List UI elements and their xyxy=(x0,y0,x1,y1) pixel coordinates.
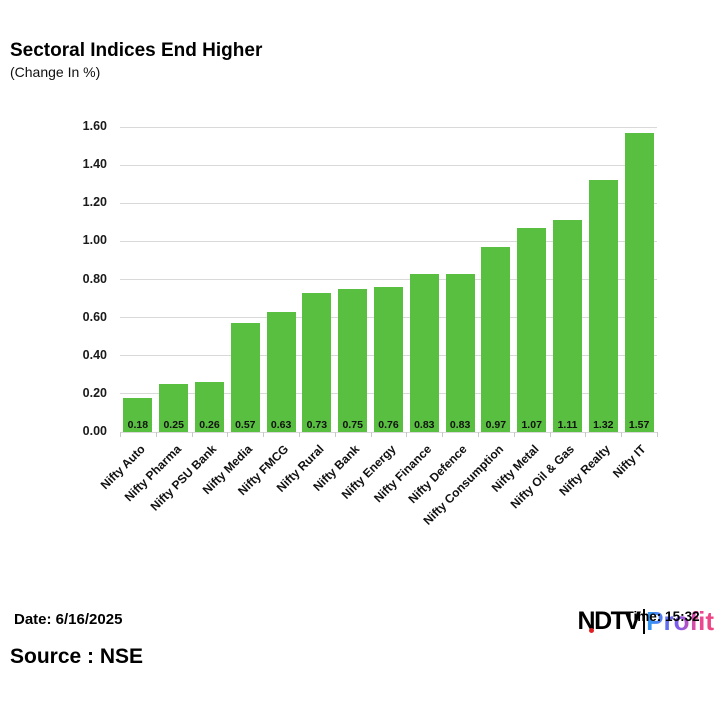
ndtv-logo-text: NDTV xyxy=(577,606,642,635)
x-axis-label: Nifty IT xyxy=(610,442,650,481)
y-axis-label: 0.80 xyxy=(82,271,107,286)
ndtv-red-dot-icon xyxy=(588,628,594,633)
x-tick xyxy=(155,432,157,437)
bar: 0.73 xyxy=(302,292,332,432)
source-label: Source : NSE xyxy=(10,645,144,668)
bar-value-label: 0.57 xyxy=(235,419,256,431)
bar-value-label: 0.26 xyxy=(199,419,220,431)
x-tick xyxy=(120,432,121,437)
x-tick xyxy=(370,432,372,437)
y-axis-label: 1.20 xyxy=(82,195,107,210)
gridline xyxy=(120,202,657,204)
gridline xyxy=(120,431,657,433)
bar: 0.83 xyxy=(409,273,439,432)
ndtv-profit-logo: NDTV Profit Time: 15:32 xyxy=(578,604,714,638)
bar: 1.11 xyxy=(553,220,582,432)
bar-value-label: 0.18 xyxy=(127,419,149,431)
bar-value-label: 0.75 xyxy=(342,419,363,431)
bar-value-label: 0.83 xyxy=(449,419,471,431)
x-tick xyxy=(549,432,551,437)
y-axis-label: 1.00 xyxy=(82,233,107,248)
y-axis-label: 1.40 xyxy=(82,157,107,172)
gridline xyxy=(120,279,657,280)
x-tick xyxy=(585,432,587,437)
gridline xyxy=(120,164,657,166)
bar-value-label: 0.63 xyxy=(270,419,292,431)
page-subtitle: (Change In %) xyxy=(10,64,101,80)
y-axis-label: 1.60 xyxy=(82,119,107,133)
date-label: Date: 6/16/2025 xyxy=(14,611,123,628)
x-tick xyxy=(621,432,623,437)
page-title: Sectoral Indices End Higher xyxy=(10,40,263,61)
x-tick xyxy=(478,432,479,437)
bar-value-label: 1.57 xyxy=(628,419,650,431)
x-tick xyxy=(263,432,265,437)
bar: 0.83 xyxy=(445,273,475,432)
bar: 0.75 xyxy=(338,289,368,432)
bar: 0.25 xyxy=(159,384,189,432)
bar-value-label: 1.07 xyxy=(521,419,542,431)
bar: 0.97 xyxy=(481,247,511,432)
y-axis-label: 0.20 xyxy=(82,385,107,400)
bar-value-label: 1.32 xyxy=(593,419,614,431)
x-tick xyxy=(513,432,515,437)
y-axis-label: 0.40 xyxy=(82,347,107,362)
x-tick xyxy=(299,432,300,437)
profit-logo-text: Profit xyxy=(646,605,714,636)
bar: 0.57 xyxy=(230,323,260,432)
logo-separator-bar xyxy=(642,608,646,634)
bar-value-label: 1.11 xyxy=(557,419,578,431)
bar-value-label: 0.73 xyxy=(306,419,328,431)
x-tick xyxy=(334,432,336,437)
gridline xyxy=(120,126,657,128)
x-tick xyxy=(442,432,444,437)
bar: 0.63 xyxy=(266,311,296,432)
y-axis-label: 0.00 xyxy=(82,424,107,438)
timestamp-overlay: Time: 15:32 xyxy=(625,609,700,624)
x-tick xyxy=(227,432,229,437)
x-tick xyxy=(406,432,408,437)
bar: 0.18 xyxy=(123,397,153,432)
bar: 1.07 xyxy=(517,228,547,432)
bar-value-label: 0.97 xyxy=(485,419,507,431)
gridline xyxy=(120,240,657,242)
bar: 0.76 xyxy=(374,287,403,432)
y-axis-label: 0.60 xyxy=(82,309,107,324)
x-tick xyxy=(657,432,658,437)
bar-value-label: 0.25 xyxy=(163,419,184,431)
bar: 1.32 xyxy=(588,180,618,432)
x-tick xyxy=(191,432,193,437)
bar: 0.26 xyxy=(195,382,224,432)
bar: 1.57 xyxy=(624,132,654,432)
bar-value-label: 0.83 xyxy=(414,419,435,431)
bar-value-label: 0.76 xyxy=(378,419,399,431)
